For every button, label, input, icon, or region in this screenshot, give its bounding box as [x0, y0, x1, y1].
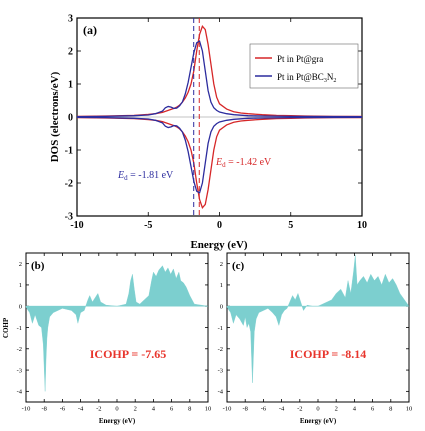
panel-b-x-axis-label: Energy (eV): [99, 417, 136, 425]
ed-annotation-pt-gra: Ed = -1.42 eV: [215, 157, 272, 169]
panel-b-icohp: ICOHP = -7.65: [90, 347, 167, 361]
ed-annotation-pt-bc3n2: Ed = -1.81 eV: [117, 170, 174, 182]
cohp-area: [226, 255, 410, 383]
y-tick-label: 0: [220, 303, 223, 310]
x-tick-label: -2: [297, 406, 302, 413]
x-tick-label: 0: [316, 406, 319, 413]
x-tick-label: -6: [261, 406, 267, 413]
dos-line-down-pt-bc3n2: [76, 116, 363, 194]
panel-c-label: (c): [232, 260, 245, 272]
y-tick-label: 1: [68, 80, 73, 91]
y-tick-label: -3: [65, 212, 73, 223]
y-tick-label: 0: [19, 303, 22, 310]
y-tick-label: -1: [65, 146, 73, 157]
panel-b-series: [25, 265, 209, 392]
y-tick-label: 1: [220, 282, 223, 289]
y-tick-label: -2: [17, 346, 22, 353]
y-tick-label: 0: [68, 113, 73, 124]
x-tick-label: 4: [152, 406, 156, 413]
legend-label-pt-gra: Pt in Pt@gra: [277, 54, 323, 64]
x-tick-label: -2: [96, 406, 101, 413]
x-tick-label: 0: [217, 220, 222, 231]
y-tick-label: -4: [17, 389, 23, 396]
y-tick-label: -1: [218, 325, 223, 332]
x-tick-label: 10: [357, 220, 367, 231]
y-tick-label: -3: [17, 367, 22, 374]
cohp-area: [25, 265, 209, 392]
y-tick-label: 3: [68, 14, 73, 25]
legend-box: [249, 43, 359, 89]
x-tick-label: -10: [223, 406, 232, 413]
x-tick-label: 4: [353, 406, 357, 413]
panel-c-x-axis-label: Energy (eV): [300, 417, 337, 425]
panel-b-plot-frame: [25, 252, 209, 403]
x-tick-label: -10: [70, 220, 83, 231]
y-tick-label: 2: [19, 261, 22, 268]
x-tick-label: 8: [389, 406, 392, 413]
panel-c-icohp: ICOHP = -8.14: [290, 347, 367, 361]
y-tick-label: -1: [17, 325, 22, 332]
x-tick-label: 2: [134, 406, 137, 413]
x-tick-label: -6: [60, 406, 66, 413]
legend-label-pt-bc3n2: Pt in Pt@BC3N2: [277, 72, 336, 84]
x-tick-label: -8: [41, 406, 46, 413]
x-tick-label: -4: [279, 406, 285, 413]
x-tick-label: -4: [78, 406, 84, 413]
panel-a-legend: Pt in Pt@gra Pt in Pt@BC3N2: [249, 43, 359, 89]
x-tick-label: -8: [242, 406, 247, 413]
panel-a-series: [76, 18, 363, 216]
y-tick-label: 2: [68, 47, 73, 58]
dos-line-down-pt-gra: [76, 117, 362, 210]
panel-c-series: [226, 255, 410, 383]
x-tick-label: 10: [205, 406, 212, 413]
x-tick-label: 2: [335, 406, 338, 413]
y-tick-label: 2: [220, 261, 223, 268]
x-tick-label: 6: [170, 406, 174, 413]
panel-b-label: (b): [31, 260, 45, 272]
y-tick-label: 1: [19, 282, 22, 289]
x-tick-label: 6: [371, 406, 375, 413]
x-tick-label: 10: [406, 406, 413, 413]
dos-line-up-pt-bc3n2: [76, 40, 363, 118]
x-tick-label: 0: [115, 406, 118, 413]
y-tick-label: -3: [218, 367, 223, 374]
x-tick-label: 8: [188, 406, 191, 413]
panel-a-y-axis-label: DOS (electrons/eV): [49, 71, 61, 162]
dos-line-up-pt-gra: [76, 24, 362, 117]
panel-a-x-axis-label: Energy (eV): [190, 239, 247, 251]
panel-a-label: (a): [83, 23, 97, 37]
x-tick-label: -5: [144, 220, 152, 231]
y-tick-label: -2: [218, 346, 223, 353]
x-tick-label: -10: [22, 406, 31, 413]
x-tick-label: 5: [288, 220, 293, 231]
y-tick-label: -2: [65, 179, 73, 190]
panel-b-y-axis-label: COHP: [2, 317, 10, 338]
y-tick-label: -4: [218, 389, 224, 396]
